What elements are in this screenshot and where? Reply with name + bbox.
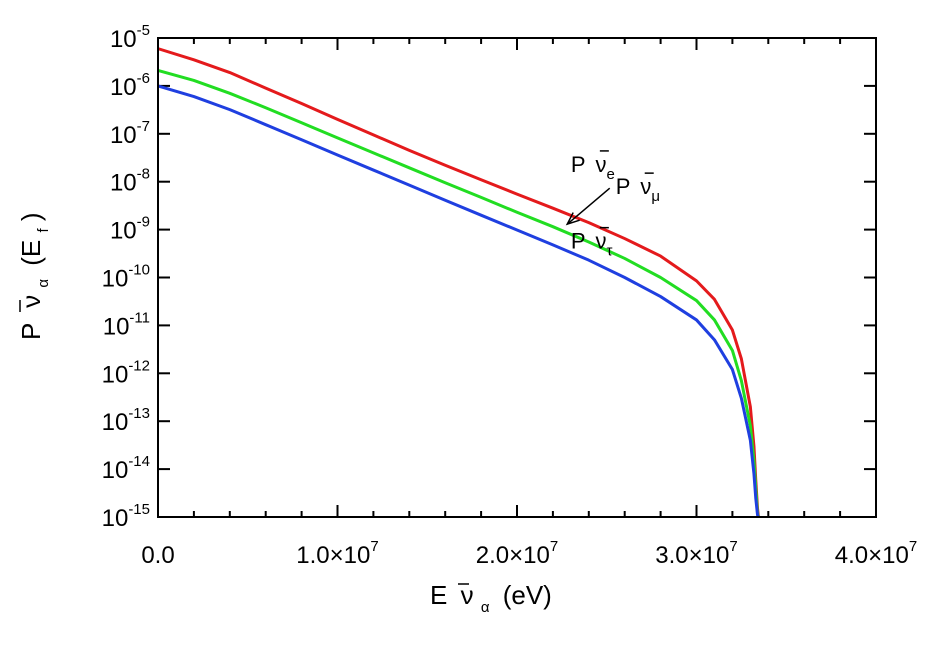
series-layer <box>157 47 760 518</box>
x-tick-mantissa: 1.0 <box>296 542 329 569</box>
svg-text:E ν α (eV): E ν α (eV) <box>430 580 552 618</box>
x-tick-times: × <box>509 542 523 569</box>
x-tick-mantissa: 4.0 <box>835 542 868 569</box>
y-tick-base: 10 <box>110 122 137 149</box>
y-tick-label: 10-6 <box>110 70 150 101</box>
y-axis-title-close: ) <box>16 212 46 221</box>
x-tick-label: 1.0×107 <box>296 538 378 569</box>
x-tick-label: 2.0×107 <box>476 538 558 569</box>
y-tick-base: 10 <box>102 505 129 532</box>
y-axis-title-nu: ν <box>16 295 46 308</box>
x-tick-base: 10 <box>703 542 730 569</box>
x-tick-labels: 0.0 1.0×107 2.0×107 3.0×107 4.0×107 <box>141 538 917 569</box>
x-tick-base: 10 <box>344 542 371 569</box>
svg-text:P ν α (E: P ν α (E f ) <box>16 212 54 340</box>
x-tick-times: × <box>330 542 344 569</box>
y-tick-exp: -5 <box>137 22 150 39</box>
curve-label-sub: μ <box>651 188 660 205</box>
series-line-μ <box>157 69 760 518</box>
y-axis-title-sub: α <box>35 279 52 288</box>
annotation-arrow-line <box>566 187 611 225</box>
curve-label-sub: τ <box>607 243 613 260</box>
y-tick-base: 10 <box>110 74 137 101</box>
y-tick-label: 10-12 <box>102 357 150 388</box>
x-tick-base: 10 <box>523 542 550 569</box>
y-tick-base: 10 <box>110 218 137 245</box>
y-tick-exp: -13 <box>128 405 150 422</box>
x-tick-exp: 7 <box>729 538 737 555</box>
y-tick-label: 10-13 <box>102 405 150 436</box>
y-tick-exp: -7 <box>137 118 150 135</box>
curve-label-main: P <box>616 174 631 199</box>
annotation-arrow-head <box>565 212 580 226</box>
series-line-e <box>157 47 760 518</box>
curve-label-sub: e <box>607 166 615 183</box>
y-tick-labels: 10-510-610-710-810-910-1010-1110-1210-13… <box>102 22 150 532</box>
curve-label-nu: ν <box>640 174 651 199</box>
y-tick-base: 10 <box>103 313 130 340</box>
y-tick-exp: -8 <box>137 166 150 183</box>
y-tick-base: 10 <box>102 409 129 436</box>
x-tick-mantissa: 2.0 <box>476 542 509 569</box>
x-axis-title: E ν α (eV) <box>430 580 552 618</box>
y-tick-base: 10 <box>110 26 137 53</box>
x-tick-exp: 7 <box>550 538 558 555</box>
x-axis-title-unit: (eV) <box>503 580 552 610</box>
ticks-layer <box>157 37 877 518</box>
y-tick-label: 10-15 <box>102 501 150 532</box>
y-tick-exp: -6 <box>137 70 150 87</box>
curve-label-main: P <box>571 229 586 254</box>
x-tick-exp: 7 <box>909 538 917 555</box>
y-tick-base: 10 <box>102 457 129 484</box>
x-axis-title-sub: α <box>481 599 490 616</box>
series-line-τ <box>157 84 760 518</box>
y-tick-label: 10-7 <box>110 118 150 149</box>
y-tick-label: 10-9 <box>110 214 150 245</box>
y-tick-label: 10-11 <box>103 309 150 340</box>
y-tick-label: 10-14 <box>102 453 150 484</box>
y-tick-label: 10-5 <box>110 22 150 53</box>
y-tick-base: 10 <box>110 170 137 197</box>
x-tick-times: × <box>868 542 882 569</box>
y-tick-label: 10-8 <box>110 166 150 197</box>
y-tick-base: 10 <box>102 266 129 293</box>
y-tick-exp: -10 <box>128 262 150 279</box>
y-tick-exp: -11 <box>129 309 150 326</box>
curve-label-nu: ν <box>596 152 607 177</box>
y-tick-exp: -14 <box>128 453 150 470</box>
y-tick-base: 10 <box>102 361 129 388</box>
x-axis-title-nu: ν <box>461 580 474 610</box>
y-tick-exp: -15 <box>128 501 150 518</box>
y-tick-label: 10-10 <box>102 262 150 293</box>
x-tick-exp: 7 <box>370 538 378 555</box>
x-tick-label: 3.0×107 <box>655 538 737 569</box>
y-axis-title-main: P <box>16 323 46 340</box>
y-axis-title-arg: (E <box>16 240 46 266</box>
y-tick-exp: -9 <box>137 214 150 231</box>
x-tick-base: 10 <box>882 542 909 569</box>
y-axis-title-arg-sub: f <box>35 228 52 233</box>
curve-label-nu: ν <box>596 229 607 254</box>
y-axis-title: P ν α (E f ) <box>16 212 54 340</box>
x-tick-label: 0.0 <box>141 542 174 569</box>
x-tick-mantissa: 3.0 <box>655 542 688 569</box>
y-tick-exp: -12 <box>128 357 150 374</box>
x-tick-times: × <box>689 542 703 569</box>
curve-label-main: P <box>571 152 586 177</box>
plot-frame <box>157 37 877 518</box>
x-tick-label: 4.0×107 <box>835 538 917 569</box>
x-axis-title-main: E <box>430 580 447 610</box>
x-tick-mantissa: 0.0 <box>141 542 174 569</box>
